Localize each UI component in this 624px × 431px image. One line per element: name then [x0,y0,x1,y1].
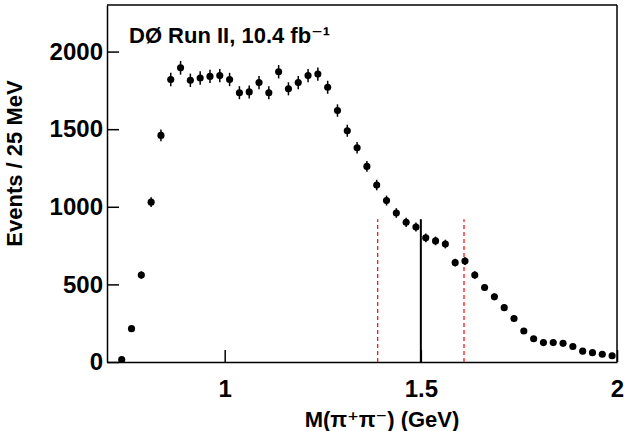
data-point [383,197,390,204]
data-point [128,325,135,332]
data-point [589,349,596,356]
y-tick-mark [107,362,119,364]
data-point [167,76,174,83]
data-point [236,89,243,96]
data-point [609,352,616,359]
data-point [403,219,410,226]
x-axis: 11.52 [108,350,624,402]
y-tick-label: 1000 [50,193,103,220]
data-point [226,76,233,83]
data-point [344,127,351,134]
plot: 11.520500100015002000 [50,5,624,402]
y-tick-label: 0 [90,348,103,375]
data-point [177,64,184,71]
frame-right [616,5,618,362]
y-axis-title: Events / 25 MeV [2,80,27,247]
data-point [491,293,498,300]
y-axis-line [107,6,109,363]
data-point [138,272,145,279]
data-point [569,343,576,350]
data-point [216,72,223,79]
data-point [304,72,311,79]
data-point [197,74,204,81]
y-tick: 1000 [50,193,119,220]
data-point [334,107,341,114]
frame-top [107,4,617,6]
vertical-line [463,219,464,362]
data-point [452,259,459,266]
x-tick-label: 1.5 [405,375,438,402]
data-point [363,163,370,170]
data-point [442,240,449,247]
data-point [255,79,262,86]
y-tick-mark [107,129,119,131]
data-point [550,339,557,346]
x-axis-title: M(π⁺π⁻) (GeV) [305,407,460,431]
data-point [206,73,213,80]
data-point [412,223,419,230]
data-point [118,356,125,362]
y-tick: 1500 [50,115,119,142]
data-point [314,71,321,78]
x-tick: 1 [219,350,232,402]
data-point [432,237,439,244]
data-point [510,315,517,322]
data-point [324,84,331,91]
data-point [501,304,508,311]
x-tick-label: 1 [219,375,232,402]
y-tick-label: 1500 [50,115,103,142]
data-point [246,88,253,95]
data-point [422,234,429,241]
data-point [295,79,302,86]
data-point [471,272,478,279]
data-point [461,258,468,265]
data-point [393,209,400,216]
data-point [559,340,566,347]
data-point [481,284,488,291]
x-tick-label: 2 [611,375,624,402]
annotation: DØ Run II, 10.4 fb⁻¹ [129,23,330,48]
y-tick: 500 [63,271,119,298]
data-point [530,335,537,342]
y-axis: 0 500 1000 1500 2000 [50,6,119,376]
vertical-line [420,219,422,362]
data-point [373,181,380,188]
x-tick-mark [224,350,226,362]
data-point [540,339,547,346]
x-axis-line [108,362,618,364]
y-tick-mark [107,51,119,53]
y-tick: 0 [90,348,119,375]
data-point [579,348,586,355]
chart: 11.520500100015002000DØ Run II, 10.4 fb⁻… [0,0,624,431]
data-point [285,85,292,92]
data-point [157,132,164,139]
data-point [265,89,272,96]
data-point [354,144,361,151]
data-point [187,77,194,84]
x-tick-mark [617,350,619,362]
y-tick-label: 2000 [50,38,103,65]
y-tick: 2000 [50,38,119,65]
data-point [148,199,155,206]
data [118,61,616,362]
data-point [275,68,282,75]
y-tick-mark [107,284,119,286]
data-point [520,327,527,334]
vertical-line [377,219,378,362]
y-tick-label: 500 [63,271,103,298]
data-point [599,351,606,358]
y-tick-mark [107,207,119,209]
